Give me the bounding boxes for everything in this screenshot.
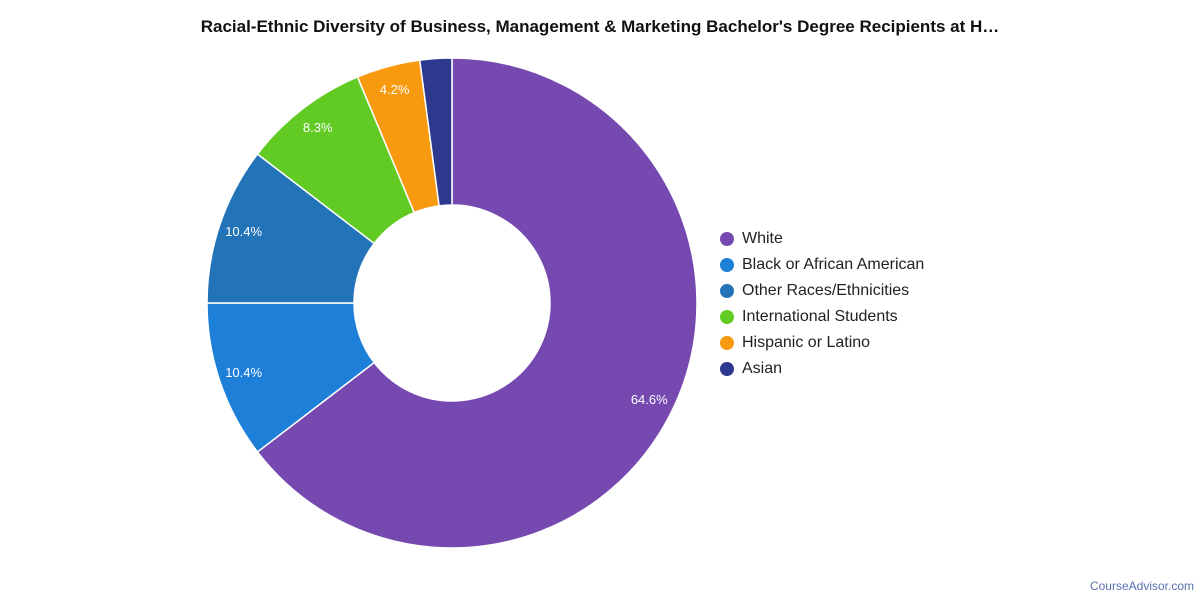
legend-label-hispanic-or-latino: Hispanic or Latino: [742, 334, 871, 351]
data-label-other-races-ethnicities: 10.4%: [225, 224, 262, 239]
data-label-white: 64.6%: [631, 392, 668, 407]
legend-item-hispanic-or-latino[interactable]: Hispanic or Latino: [720, 330, 924, 356]
legend-swatch-asian: [720, 362, 734, 376]
legend-swatch-hispanic-or-latino: [720, 336, 734, 350]
legend-label-other-races-ethnicities: Other Races/Ethnicities: [742, 282, 910, 299]
slice-other-races-ethnicities[interactable]: [206, 153, 376, 304]
legend-label-international-students: International Students: [742, 308, 898, 325]
legend-label-white: White: [742, 230, 783, 247]
slice-asian[interactable]: [418, 57, 453, 207]
slice-white[interactable]: [256, 57, 698, 549]
legend-swatch-international-students: [720, 310, 734, 324]
source-credit[interactable]: CourseAdvisor.com: [1089, 579, 1194, 593]
legend-item-white[interactable]: White: [720, 226, 924, 252]
data-label-black-or-african-american: 10.4%: [225, 365, 262, 380]
legend-swatch-other-races-ethnicities: [720, 284, 734, 298]
legend-item-international-students[interactable]: International Students: [720, 304, 924, 330]
legend-swatch-white: [720, 232, 734, 246]
legend-item-black-or-african-american[interactable]: Black or African American: [720, 252, 924, 278]
legend-swatch-black-or-african-american: [720, 258, 734, 272]
legend-item-other-races-ethnicities[interactable]: Other Races/Ethnicities: [720, 278, 924, 304]
legend-item-asian[interactable]: Asian: [720, 356, 924, 382]
legend-label-asian: Asian: [742, 360, 783, 377]
slice-black-or-african-american[interactable]: [206, 302, 376, 453]
data-label-international-students: 8.3%: [303, 120, 333, 135]
legend-label-black-or-african-american: Black or African American: [742, 256, 925, 273]
chart-title: Racial-Ethnic Diversity of Business, Man…: [200, 17, 1000, 36]
data-label-hispanic-or-latino: 4.2%: [380, 82, 410, 97]
chart-legend: White Black or African American Other Ra…: [720, 226, 924, 382]
